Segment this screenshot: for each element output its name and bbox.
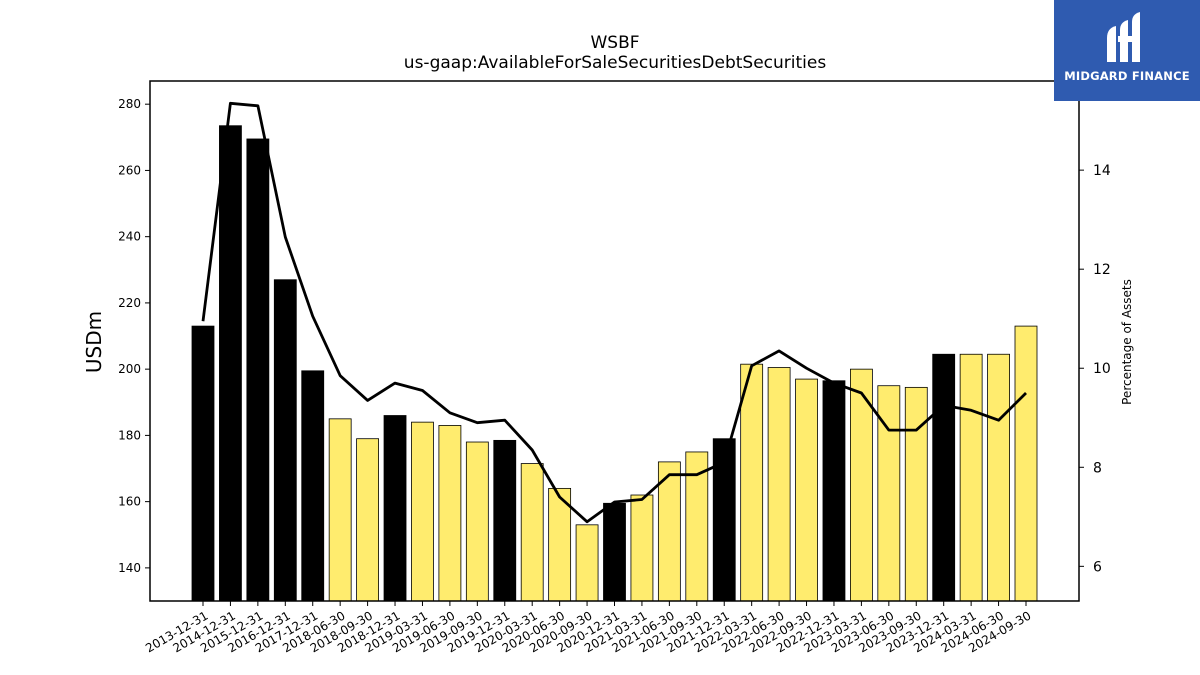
bar-2020-03-31 — [520, 463, 544, 602]
chart-subtitle: us-gaap:AvailableForSaleSecuritiesDebtSe… — [404, 53, 827, 73]
bar-2018-06-30 — [328, 418, 352, 602]
bar-2020-12-31 — [603, 502, 626, 602]
bar-2022-09-30 — [795, 378, 818, 602]
bar-2024-06-30 — [987, 353, 1010, 602]
y-tick-label: 240 — [118, 230, 141, 244]
y-tick-label: 200 — [118, 362, 141, 376]
y-tick-label: 180 — [118, 428, 141, 442]
bar-2016-12-31 — [273, 279, 297, 602]
y2-tick-label: 8 — [1093, 460, 1102, 476]
bar-2013-12-31 — [191, 325, 215, 602]
y-tick-label: 220 — [118, 296, 141, 310]
bars-layer — [191, 125, 1038, 602]
bar-2018-12-31 — [383, 415, 407, 602]
bar-2022-03-31 — [740, 363, 764, 602]
bar-2015-12-31 — [246, 138, 270, 602]
bar-2017-12-31 — [301, 370, 325, 602]
logo-mark-icon — [1107, 12, 1140, 62]
logo-text: MIDGARD FINANCE — [1064, 69, 1190, 83]
bar-2019-06-30 — [438, 425, 462, 602]
bar-2018-09-30 — [356, 438, 380, 602]
y2-axis-label: Percentage of Assets — [1120, 279, 1134, 405]
y2-tick-label: 6 — [1093, 559, 1102, 575]
y-tick-label: 260 — [118, 163, 141, 177]
percentage-line — [201, 101, 1027, 524]
bar-2022-12-31 — [822, 380, 846, 602]
y-tick-label: 280 — [118, 97, 141, 111]
chart-title: WSBF — [590, 33, 639, 53]
bar-2023-12-31 — [932, 353, 956, 602]
bar-2019-12-31 — [493, 439, 517, 602]
bar-2019-03-31 — [411, 421, 434, 602]
y2-tick-label: 12 — [1093, 262, 1111, 278]
y-tick-label: 140 — [118, 561, 141, 575]
brand-logo: MIDGARD FINANCE — [1054, 0, 1200, 101]
line-layer — [201, 101, 1027, 524]
y-axis-label: USDm — [82, 311, 106, 373]
bar-2014-12-31 — [219, 125, 242, 602]
y-tick-label: 160 — [118, 495, 141, 509]
bar-2020-09-30 — [575, 524, 599, 602]
y2-tick-label: 14 — [1093, 163, 1111, 179]
bar-2024-03-31 — [959, 353, 983, 602]
y2-tick-label: 10 — [1093, 361, 1111, 377]
bar-2021-03-31 — [630, 494, 654, 602]
bar-2022-06-30 — [767, 367, 791, 602]
bar-2019-09-30 — [465, 441, 489, 602]
bar-2023-09-30 — [904, 386, 928, 602]
bar-2024-09-30 — [1014, 325, 1038, 602]
